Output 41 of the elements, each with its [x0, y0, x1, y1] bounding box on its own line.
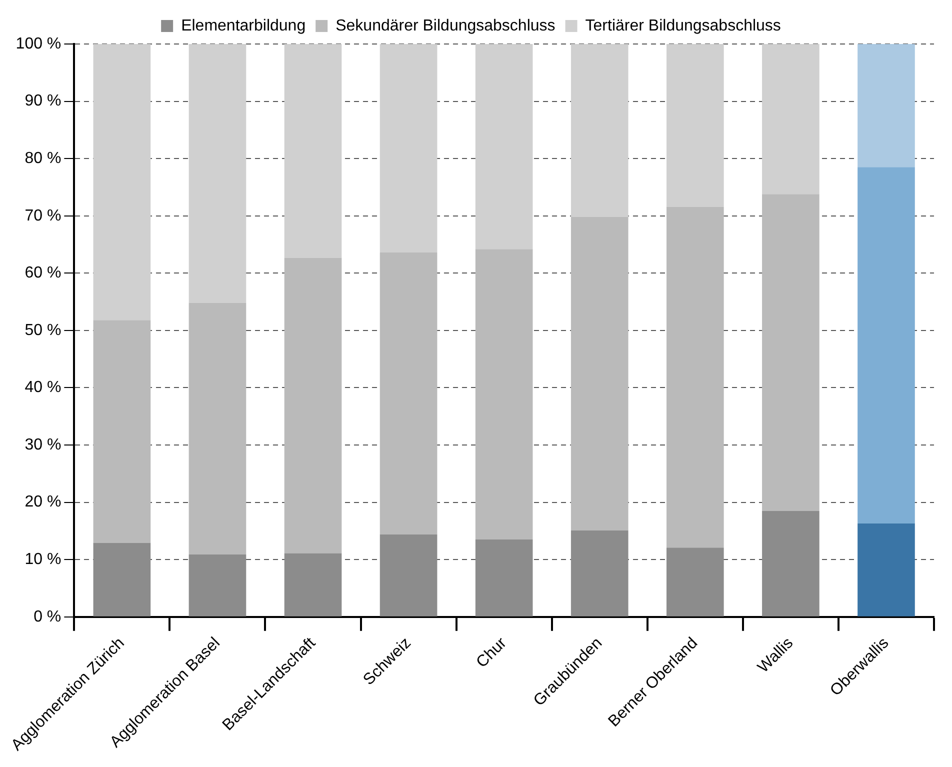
bar [762, 194, 820, 511]
bar [666, 206, 724, 548]
bar [380, 44, 438, 253]
y-tick-label: 40 % [24, 379, 62, 396]
bar [380, 534, 438, 616]
y-tick-label: 50 % [24, 322, 62, 339]
bar [188, 302, 246, 554]
bar [762, 44, 820, 194]
bar [762, 510, 820, 616]
bar [666, 548, 724, 616]
bar [475, 249, 533, 540]
bar [188, 554, 246, 616]
y-tick-label: 80 % [24, 150, 62, 167]
legend-label: Elementarbildung [181, 17, 306, 34]
bar [284, 553, 342, 616]
bar [93, 320, 151, 543]
bar [570, 530, 628, 616]
bar [188, 44, 246, 303]
legend-label: Sekundärer Bildungsabschluss [336, 17, 556, 34]
y-tick-label: 90 % [24, 92, 62, 110]
y-tick-label: 20 % [24, 494, 62, 511]
bar [666, 44, 724, 207]
bar [284, 44, 342, 258]
bar [93, 542, 151, 616]
bar [475, 540, 533, 616]
y-tick-label: 10 % [24, 551, 62, 568]
y-tick-label: 100 % [16, 35, 62, 52]
bar [93, 44, 151, 320]
bar [380, 252, 438, 534]
y-tick-label: 60 % [24, 264, 62, 282]
bar [570, 44, 628, 218]
y-tick-label: 30 % [24, 436, 62, 454]
bar [570, 217, 628, 530]
bar [284, 258, 342, 554]
y-tick-label: 70 % [24, 207, 62, 224]
bar [858, 44, 915, 168]
bar [475, 44, 533, 250]
legend-label: Tertiärer Bildungsabschluss [585, 17, 781, 34]
bar [858, 167, 915, 524]
y-tick-label: 0 % [34, 608, 62, 626]
bar [858, 524, 915, 616]
